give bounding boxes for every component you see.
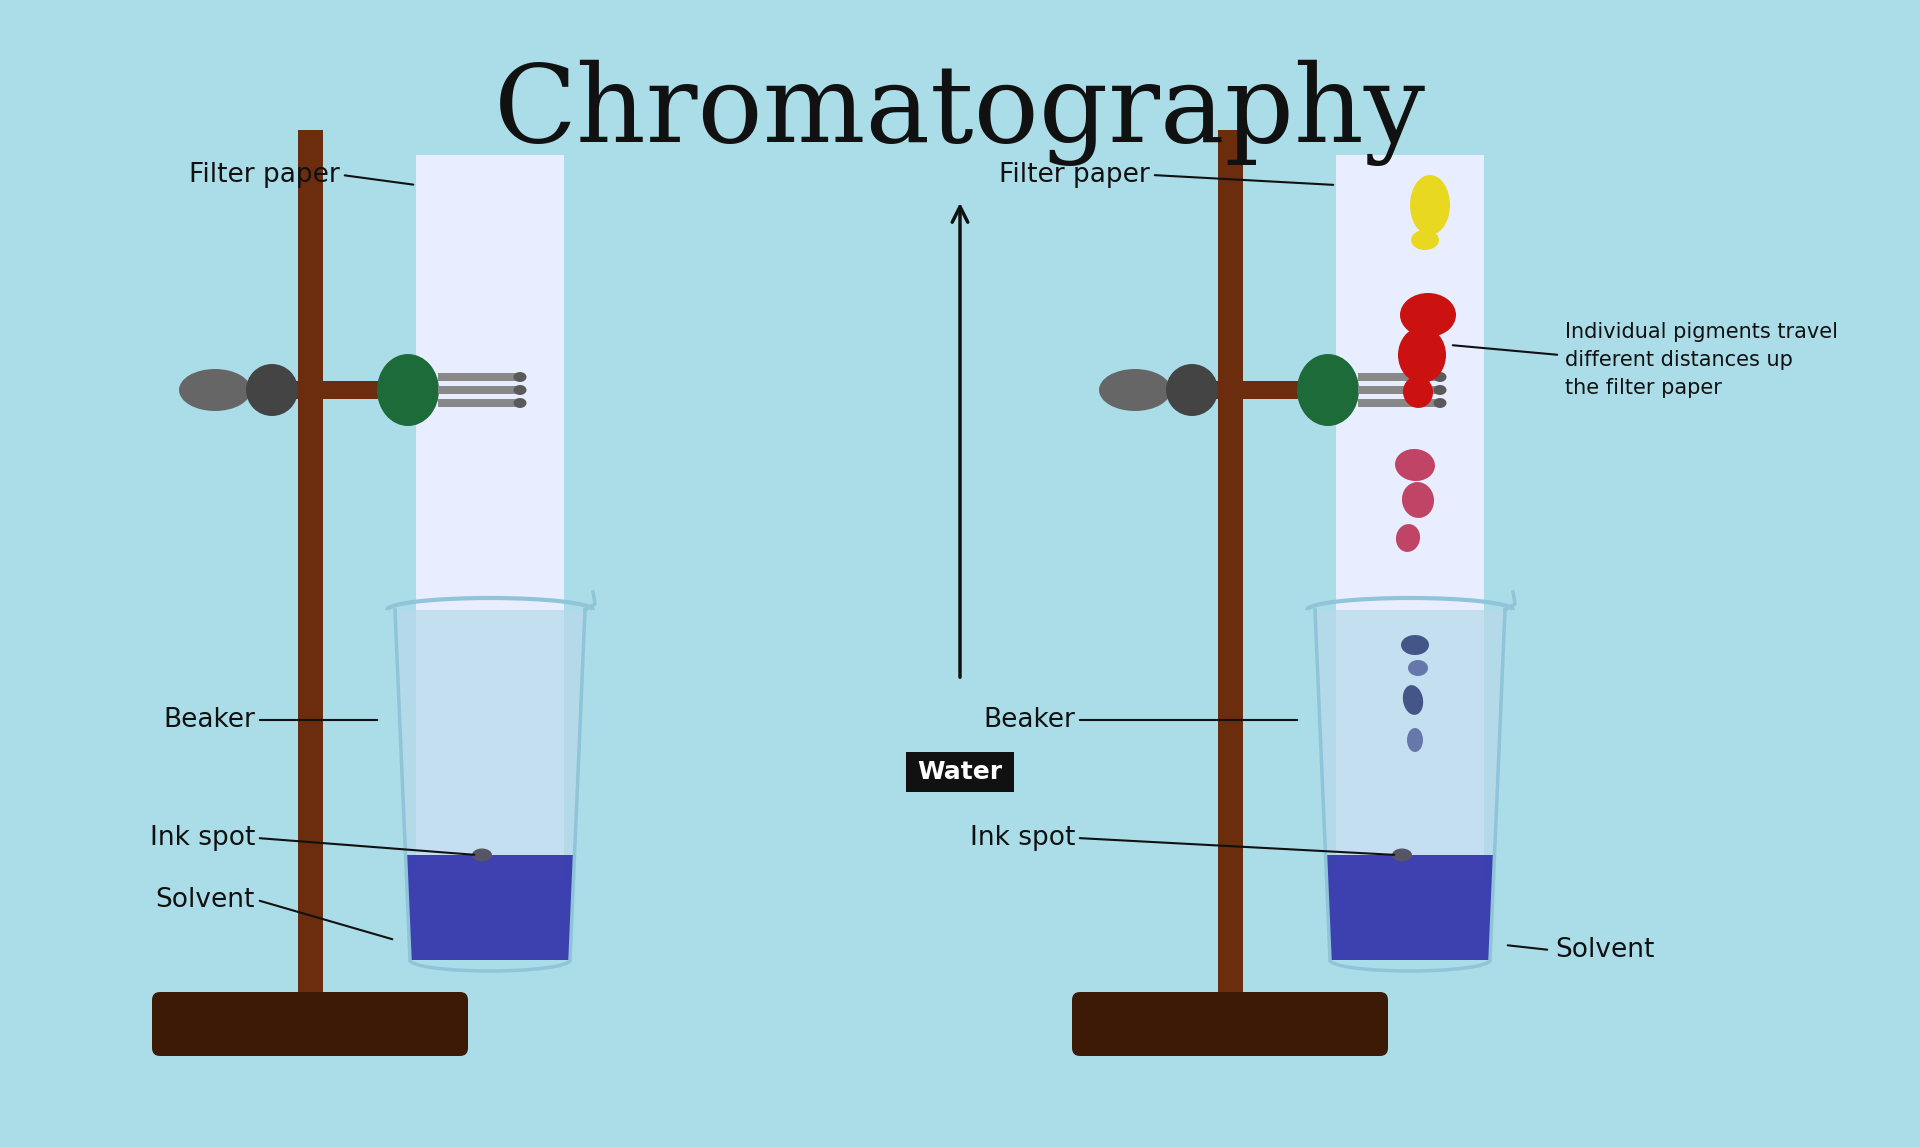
Ellipse shape <box>1398 327 1446 383</box>
Ellipse shape <box>513 398 526 408</box>
Polygon shape <box>405 855 574 960</box>
Ellipse shape <box>1407 728 1423 752</box>
Text: Water: Water <box>918 760 1002 785</box>
Polygon shape <box>1315 610 1505 960</box>
Ellipse shape <box>1098 369 1171 411</box>
Bar <box>1336 155 1484 880</box>
Ellipse shape <box>1392 849 1411 861</box>
Text: Individual pigments travel
different distances up
the filter paper: Individual pigments travel different dis… <box>1565 322 1837 398</box>
Text: Chromatography: Chromatography <box>493 60 1427 166</box>
Bar <box>417 155 564 880</box>
Polygon shape <box>396 610 586 960</box>
Ellipse shape <box>1404 376 1432 408</box>
Text: Ink spot: Ink spot <box>970 825 1075 851</box>
Ellipse shape <box>376 354 440 426</box>
Ellipse shape <box>1434 385 1446 395</box>
Ellipse shape <box>1400 292 1455 337</box>
Ellipse shape <box>1298 354 1359 426</box>
Ellipse shape <box>1165 364 1217 416</box>
Ellipse shape <box>1402 635 1428 655</box>
Ellipse shape <box>1434 398 1446 408</box>
Ellipse shape <box>513 385 526 395</box>
Bar <box>296 381 401 399</box>
Bar <box>1217 130 1242 1000</box>
Ellipse shape <box>246 364 298 416</box>
Text: Beaker: Beaker <box>983 707 1075 733</box>
Text: Filter paper: Filter paper <box>998 162 1150 188</box>
Ellipse shape <box>1409 175 1450 235</box>
Text: Solvent: Solvent <box>156 887 255 913</box>
FancyBboxPatch shape <box>1071 992 1388 1056</box>
Bar <box>298 130 323 1000</box>
Bar <box>438 399 518 407</box>
Text: Beaker: Beaker <box>163 707 255 733</box>
Bar <box>1215 381 1321 399</box>
Ellipse shape <box>1404 685 1423 715</box>
Ellipse shape <box>1407 660 1428 676</box>
Ellipse shape <box>1396 524 1421 552</box>
FancyBboxPatch shape <box>152 992 468 1056</box>
Text: Ink spot: Ink spot <box>150 825 255 851</box>
Bar <box>1357 373 1438 381</box>
Ellipse shape <box>472 849 492 861</box>
Ellipse shape <box>513 372 526 382</box>
Text: Filter paper: Filter paper <box>190 162 340 188</box>
Bar <box>1357 399 1438 407</box>
FancyBboxPatch shape <box>906 752 1014 791</box>
Ellipse shape <box>1411 231 1438 250</box>
Bar <box>438 387 518 395</box>
Ellipse shape <box>1434 372 1446 382</box>
Bar <box>438 373 518 381</box>
Bar <box>1357 387 1438 395</box>
Ellipse shape <box>1402 482 1434 518</box>
Ellipse shape <box>179 369 252 411</box>
Ellipse shape <box>1396 448 1434 481</box>
Polygon shape <box>1325 855 1494 960</box>
Text: Solvent: Solvent <box>1555 937 1655 963</box>
